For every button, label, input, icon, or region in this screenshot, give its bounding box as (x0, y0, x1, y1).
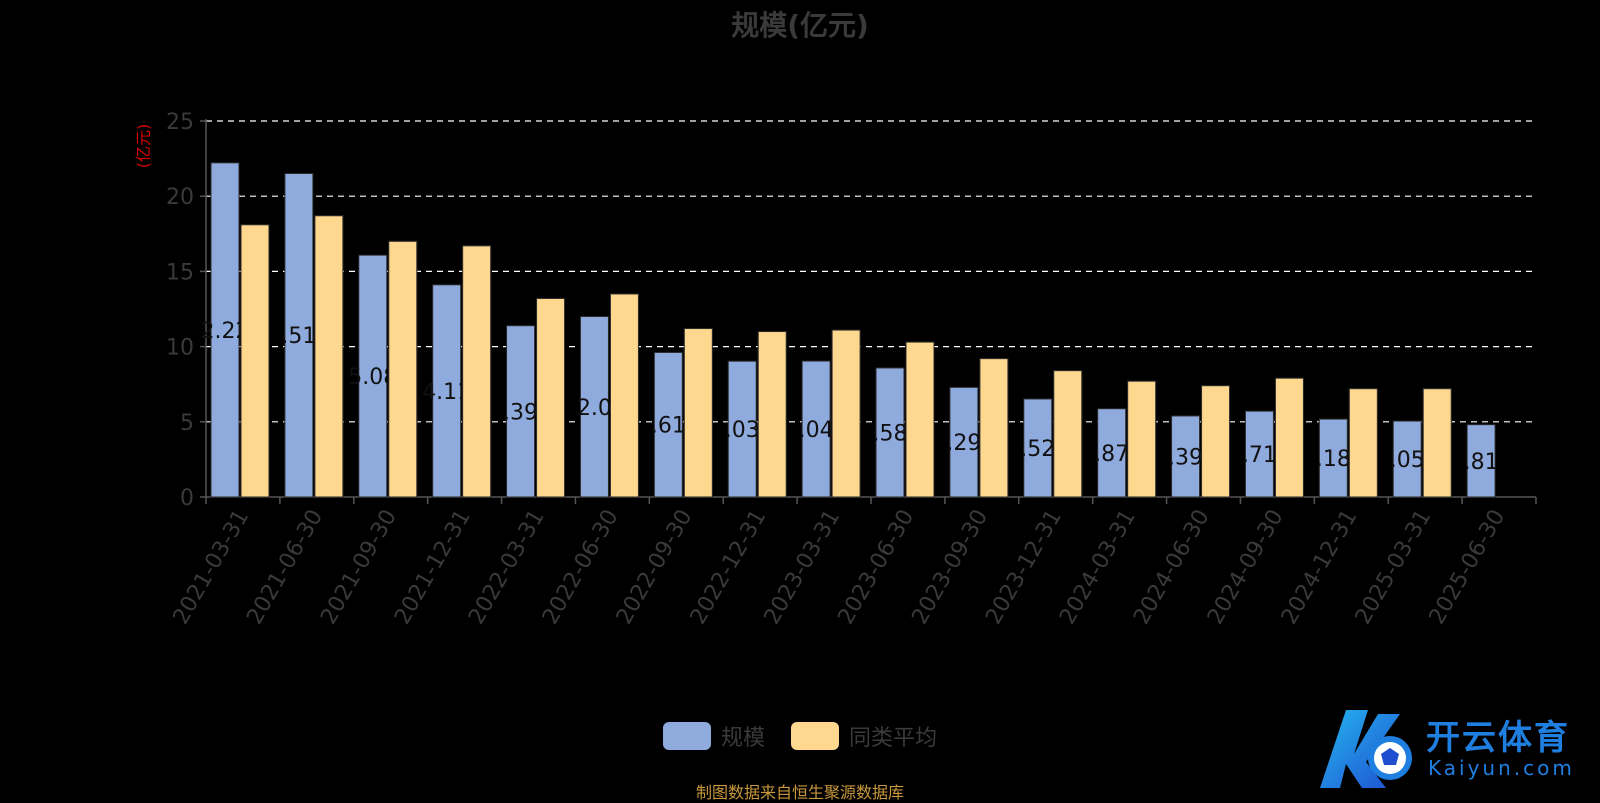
data-label-scale: .03 (725, 418, 760, 443)
bar-category-average-overlay (1422, 388, 1452, 498)
bar-category-average-overlay (979, 358, 1009, 498)
logo-domain: Kaiyun.com (1428, 756, 1575, 780)
x-tick-label: 2024-12-31 (1277, 506, 1363, 629)
y-tick-label: 20 (166, 185, 194, 210)
data-label-scale: .52 (1020, 437, 1055, 462)
data-label-scale: .51 (281, 324, 316, 349)
x-tick-label: 2023-06-30 (834, 506, 920, 629)
data-label-scale: .29 (946, 431, 981, 456)
bar-category-average-overlay (314, 215, 344, 498)
x-tick-label: 2024-09-30 (1203, 506, 1289, 629)
bar-scale (1244, 410, 1274, 498)
bar-category-average-overlay (240, 224, 270, 498)
y-tick-label: 15 (166, 260, 194, 285)
bar-category-average-overlay (831, 329, 861, 498)
x-tick-label: 2021-06-30 (242, 506, 328, 629)
bar-category-average-overlay (1348, 388, 1378, 498)
bar-scale (1097, 408, 1127, 498)
data-label-scale: .87 (1094, 442, 1129, 467)
x-tick-label: 2022-09-30 (612, 506, 698, 629)
x-tick-label: 2025-03-31 (1351, 506, 1437, 629)
legend-swatch-category-average (791, 722, 839, 750)
data-label-scale: .71 (1242, 443, 1277, 468)
legend-swatch-scale (662, 722, 711, 750)
bar-category-average-overlay (1127, 380, 1157, 498)
legend-item-scale[interactable]: 规模 (662, 720, 765, 752)
bar-scale (358, 254, 388, 498)
x-tick-label: 2022-06-30 (538, 506, 624, 629)
bar-category-average-overlay (1053, 370, 1083, 498)
bar-category-average-overlay (683, 328, 713, 498)
data-label-scale: .05 (1390, 448, 1425, 473)
data-label-scale: .39 (1168, 445, 1203, 470)
legend: 规模 同类平均 (0, 720, 1600, 752)
x-tick-label: 2022-12-31 (686, 506, 772, 629)
bar-scale (284, 172, 314, 498)
bar-scale (1392, 420, 1422, 498)
x-tick-label: 2023-12-31 (981, 506, 1067, 629)
kaiyun-logo-icon (1320, 710, 1412, 788)
bar-category-average-overlay (757, 331, 787, 498)
bar-scale (653, 351, 683, 498)
bar-scale (801, 360, 831, 498)
bar-category-average-overlay (1274, 377, 1304, 498)
data-label-scale: 2.0 (577, 396, 612, 421)
bar-category-average-overlay (536, 297, 566, 498)
logo-text: 开云体育 (1426, 718, 1570, 758)
bar-scale (506, 325, 536, 498)
bar-scale (875, 367, 905, 498)
legend-label-scale: 规模 (720, 726, 765, 751)
x-tick-label: 2023-03-31 (760, 506, 846, 629)
bar-scale (1171, 415, 1201, 498)
data-label-scale: .04 (799, 418, 834, 443)
x-tick-label: 2021-12-31 (390, 506, 476, 629)
bar-scale (1466, 424, 1496, 498)
bar-category-average-overlay (388, 240, 418, 498)
bar-scale (1023, 398, 1053, 498)
y-axis-label: (亿元) (134, 124, 153, 169)
y-tick-label: 5 (180, 411, 194, 436)
bar-category-average-overlay (462, 245, 492, 498)
source-note: 制图数据来自恒生聚源数据库 (695, 783, 904, 802)
x-tick-label: 2022-03-31 (464, 506, 550, 629)
data-label-scale: .61 (651, 414, 686, 439)
x-tick-label: 2024-06-30 (1129, 506, 1215, 629)
legend-label-category-average: 同类平均 (849, 726, 938, 751)
data-label-scale: .18 (1316, 447, 1351, 472)
x-tick-label: 2021-03-31 (169, 506, 255, 629)
bar-scale (210, 162, 240, 498)
kaiyun-logo: 开云体育 Kaiyun.com (1316, 702, 1596, 794)
legend-item-category-average[interactable]: 同类平均 (791, 720, 937, 752)
bar-scale (727, 360, 757, 498)
data-label-scale: .81 (1464, 450, 1499, 475)
y-tick-label: 25 (166, 110, 194, 135)
data-label-scale: .58 (873, 421, 908, 446)
x-tick-label: 2021-09-30 (316, 506, 402, 629)
y-tick-label: 10 (166, 336, 194, 361)
bar-scale (579, 316, 609, 498)
bar-category-average-overlay (609, 293, 639, 498)
chart-title: 规模(亿元) (731, 9, 869, 42)
x-tick-label: 2025-06-30 (1425, 506, 1511, 629)
bar-scale (1318, 418, 1348, 498)
y-tick-label: 0 (180, 486, 194, 511)
data-label-scale: .39 (503, 400, 538, 425)
x-tick-label: 2024-03-31 (1055, 506, 1141, 629)
x-tick-label: 2023-09-30 (907, 506, 993, 629)
bar-scale (432, 284, 462, 498)
bar-category-average-overlay (905, 341, 935, 498)
bar-category-average-overlay (1201, 385, 1231, 498)
bar-scale (949, 386, 979, 498)
